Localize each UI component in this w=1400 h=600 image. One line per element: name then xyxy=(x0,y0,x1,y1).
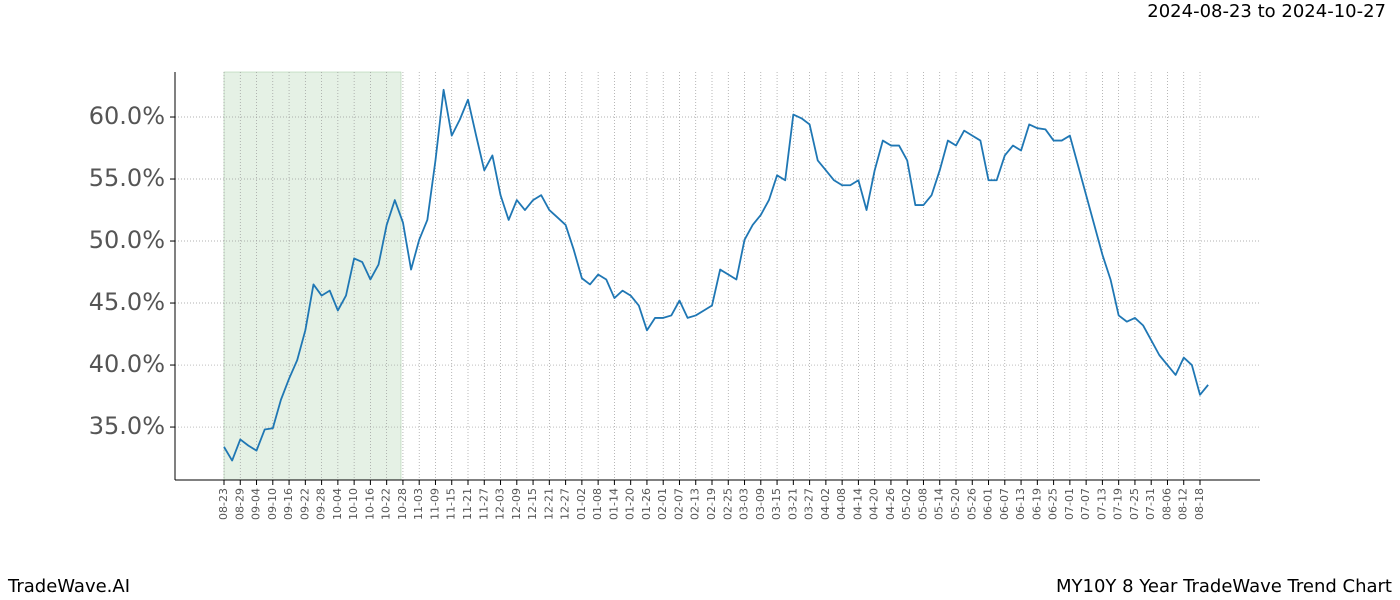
y-tick-label: 55.0% xyxy=(89,164,165,192)
x-tick-label: 10-22 xyxy=(380,488,393,520)
y-tick-label: 40.0% xyxy=(89,350,165,378)
x-tick-label: 03-03 xyxy=(738,488,751,520)
x-tick-label: 07-31 xyxy=(1144,488,1157,520)
x-tick-label: 05-20 xyxy=(949,488,962,520)
x-tick-label: 09-22 xyxy=(298,488,311,520)
x-tick-label: 07-13 xyxy=(1095,488,1108,520)
x-tick-label: 02-01 xyxy=(656,488,669,520)
x-tick-label: 04-02 xyxy=(819,488,832,520)
x-tick-label: 10-16 xyxy=(363,488,376,520)
x-tick-label: 02-19 xyxy=(705,488,718,520)
x-tick-label: 06-07 xyxy=(998,488,1011,520)
x-tick-label: 03-15 xyxy=(770,488,783,520)
y-tick-label: 50.0% xyxy=(89,226,165,254)
x-tick-label: 11-09 xyxy=(428,488,441,520)
x-tick-label: 02-07 xyxy=(672,488,685,520)
x-tick-label: 11-21 xyxy=(461,488,474,520)
x-tick-label: 07-19 xyxy=(1112,488,1125,520)
x-tick-label: 12-03 xyxy=(494,488,507,520)
x-tick-label: 03-21 xyxy=(786,488,799,520)
x-tick-label: 04-14 xyxy=(851,488,864,520)
x-tick-label: 01-26 xyxy=(640,488,653,520)
x-tick-label: 12-09 xyxy=(510,488,523,520)
x-tick-label: 12-15 xyxy=(526,488,539,520)
highlight-span xyxy=(223,71,402,481)
y-tick-label: 60.0% xyxy=(89,102,165,130)
x-tick-label: 06-13 xyxy=(1014,488,1027,520)
x-tick-label: 05-14 xyxy=(933,488,946,520)
trend-line xyxy=(223,88,1209,462)
x-tick-label: 11-03 xyxy=(412,488,425,520)
x-tick-label: 09-28 xyxy=(315,488,328,520)
x-tick-label: 09-10 xyxy=(266,488,279,520)
x-tick-label: 11-15 xyxy=(445,488,458,520)
x-tick-label: 06-19 xyxy=(1030,488,1043,520)
x-tick-label: 03-27 xyxy=(803,488,816,520)
x-tick-label: 01-20 xyxy=(624,488,637,520)
x-tick-label: 08-06 xyxy=(1160,488,1173,520)
x-tick-label: 12-21 xyxy=(542,488,555,520)
x-tick-label: 01-02 xyxy=(575,488,588,520)
grid xyxy=(175,72,1260,480)
x-tick-label: 02-25 xyxy=(721,488,734,520)
x-tick-label: 06-01 xyxy=(982,488,995,520)
x-tick-label: 05-08 xyxy=(916,488,929,520)
x-tick-label: 05-02 xyxy=(900,488,913,520)
x-tick-label: 01-08 xyxy=(591,488,604,520)
x-tick-label: 08-18 xyxy=(1193,488,1206,520)
x-tick-label: 06-25 xyxy=(1047,488,1060,520)
x-tick-label: 04-08 xyxy=(835,488,848,520)
x-tick-label: 08-12 xyxy=(1177,488,1190,520)
brand: TradeWave.AI xyxy=(7,576,130,597)
x-tick-label: 09-16 xyxy=(282,488,295,520)
x-tick-label: 07-25 xyxy=(1128,488,1141,520)
x-tick-label: 09-04 xyxy=(250,488,263,520)
x-tick-label: 04-26 xyxy=(884,488,897,520)
x-tick-label: 02-13 xyxy=(689,488,702,520)
y-tick-label: 35.0% xyxy=(89,412,165,440)
x-tick-label: 12-27 xyxy=(559,488,572,520)
date-range: 2024-08-23 to 2024-10-27 xyxy=(1147,1,1386,22)
y-tick-label: 45.0% xyxy=(89,288,165,316)
x-tick-label: 01-14 xyxy=(607,488,620,520)
x-tick-label: 03-09 xyxy=(754,488,767,520)
x-tick-label: 08-29 xyxy=(233,488,246,520)
x-tick-label: 05-26 xyxy=(965,488,978,520)
chart-title: MY10Y 8 Year TradeWave Trend Chart xyxy=(1056,576,1392,597)
x-tick-label: 07-07 xyxy=(1079,488,1092,520)
x-tick-label: 10-10 xyxy=(347,488,360,520)
x-tick-label: 07-01 xyxy=(1063,488,1076,520)
x-tick-label: 10-28 xyxy=(396,488,409,520)
x-tick-label: 04-20 xyxy=(868,488,881,520)
x-tick-label: 08-23 xyxy=(217,488,230,520)
x-tick-label: 10-04 xyxy=(331,488,344,520)
x-tick-label: 11-27 xyxy=(477,488,490,520)
